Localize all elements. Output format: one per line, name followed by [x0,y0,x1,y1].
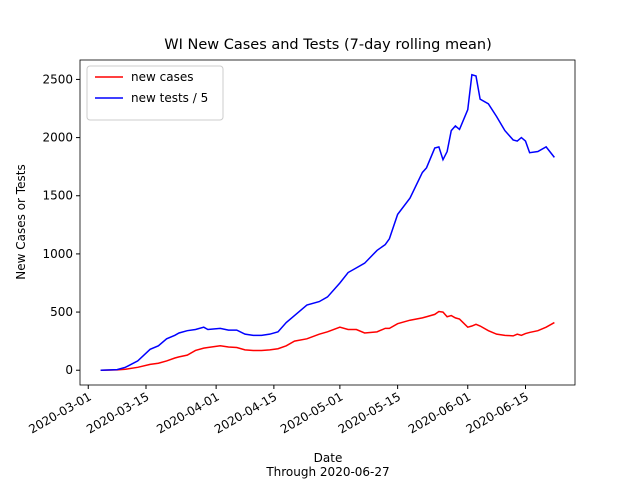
x-tick-label: 2020-06-01 [406,389,473,436]
x-axis-label: Date [314,451,343,465]
y-tick-label: 2000 [42,131,73,145]
chart-title: WI New Cases and Tests (7-day rolling me… [164,37,492,53]
x-tick-label: 2020-05-01 [278,389,345,436]
x-tick-label: 2020-03-15 [84,389,151,436]
y-tick-label: 0 [65,363,73,377]
y-tick-label: 2500 [42,72,73,86]
series-line [100,73,555,371]
legend-box [86,65,224,121]
y-tick-label: 500 [50,305,73,319]
legend-label: new tests / 5 [131,91,208,105]
series-line [100,310,555,371]
x-tick-label: 2020-04-01 [154,389,221,436]
x-axis-sublabel: Through 2020-06-27 [265,465,389,479]
x-tick-label: 2020-04-15 [212,389,279,436]
y-axis-label: New Cases or Tests [14,164,28,279]
plot-frame [79,59,576,386]
x-tick-label: 2020-05-15 [336,389,403,436]
y-tick-label: 1000 [42,247,73,261]
y-tick-label: 1500 [42,189,73,203]
x-tick-label: 2020-06-15 [464,389,531,436]
x-tick-label: 2020-03-01 [26,389,93,436]
legend-label: new cases [131,70,193,84]
